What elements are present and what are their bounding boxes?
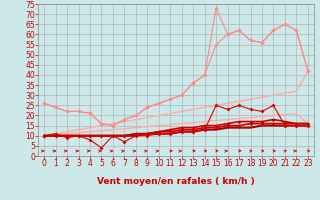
X-axis label: Vent moyen/en rafales ( km/h ): Vent moyen/en rafales ( km/h ): [97, 177, 255, 186]
